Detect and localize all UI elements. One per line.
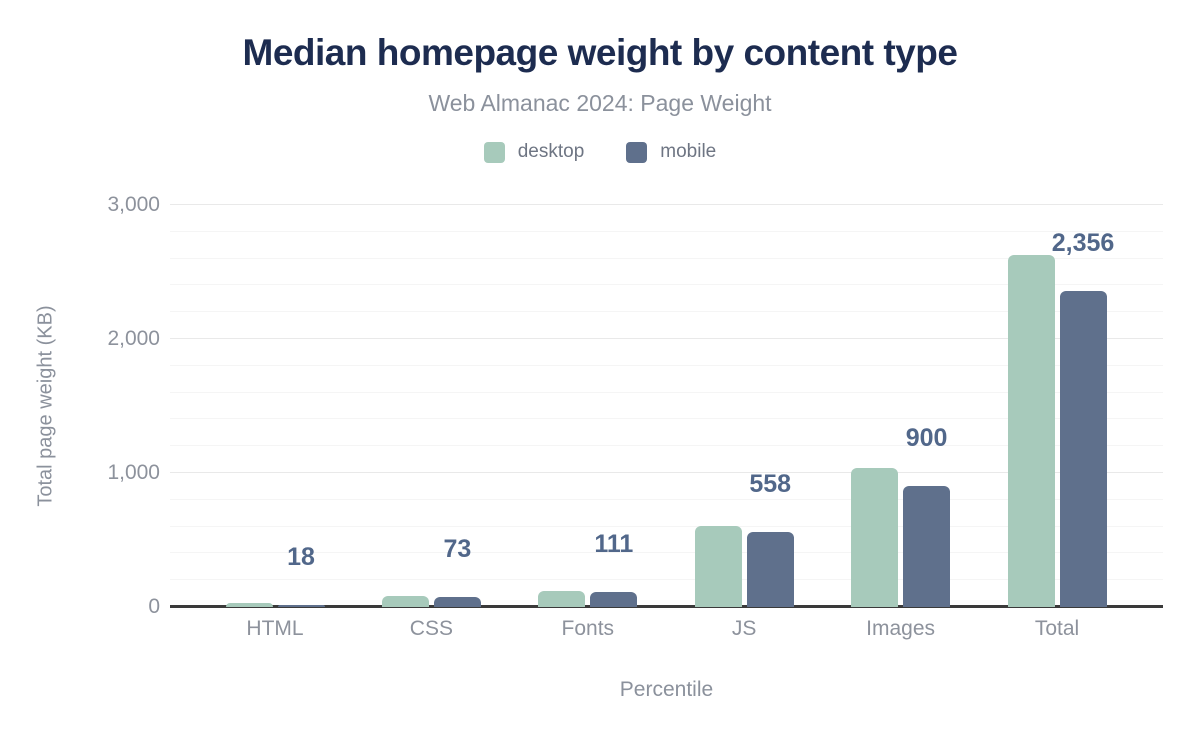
bar-desktop-total[interactable]	[1007, 255, 1055, 607]
bar-desktop-css[interactable]	[381, 596, 429, 607]
legend-swatch-desktop	[483, 141, 505, 163]
x-tick-label-js: JS	[731, 617, 757, 640]
legend-item-desktop[interactable]: desktop	[483, 141, 585, 163]
minor-gridline	[170, 257, 1163, 259]
minor-gridline	[170, 552, 1163, 554]
minor-gridline	[170, 525, 1163, 527]
bar-desktop-js[interactable]	[694, 525, 742, 607]
minor-gridline	[170, 445, 1163, 447]
bar-mobile-html[interactable]	[277, 604, 325, 607]
x-tick-label-fonts: Fonts	[561, 617, 615, 640]
y-axis: 0 1,000 2,000 3,000	[0, 193, 160, 618]
legend: desktop mobile	[0, 141, 1200, 163]
bar-mobile-images[interactable]	[903, 486, 951, 607]
plot-area: 18 73 111 558 900 2,356	[170, 204, 1163, 608]
legend-item-mobile[interactable]: mobile	[626, 141, 716, 163]
x-axis-title: Percentile	[619, 678, 714, 701]
x-tick-label-html: HTML	[246, 617, 304, 640]
major-gridline	[170, 472, 1163, 473]
y-tick-label: 1,000	[107, 461, 160, 484]
y-tick-label: 3,000	[107, 193, 160, 216]
data-label-fonts: 111	[594, 530, 634, 559]
y-tick-label: 2,000	[107, 327, 160, 350]
x-tick-label-images: Images	[866, 617, 936, 640]
x-tick-label-total: Total	[1034, 617, 1080, 640]
major-gridline	[170, 338, 1163, 339]
minor-gridline	[170, 418, 1163, 420]
bar-desktop-images[interactable]	[851, 467, 899, 607]
data-label-html: 18	[287, 542, 315, 571]
y-tick-label: 0	[148, 595, 160, 618]
legend-label-desktop: desktop	[517, 141, 585, 162]
chart-title: Median homepage weight by content type	[242, 32, 958, 73]
bar-mobile-js[interactable]	[746, 532, 794, 607]
data-label-css: 73	[443, 535, 472, 564]
minor-gridline	[170, 311, 1163, 313]
data-label-js: 558	[749, 470, 792, 499]
bar-desktop-fonts[interactable]	[538, 590, 586, 607]
chart-subtitle: Web Almanac 2024: Page Weight	[428, 90, 772, 116]
minor-gridline	[170, 230, 1163, 232]
data-label-total: 2,356	[1051, 229, 1115, 258]
major-gridline	[170, 204, 1163, 205]
minor-gridline	[170, 284, 1163, 286]
data-label-images: 900	[905, 424, 948, 453]
legend-label-mobile: mobile	[660, 141, 717, 162]
x-axis: HTML CSS Fonts JS Images Total	[170, 617, 1163, 643]
x-axis-line	[170, 605, 1163, 608]
legend-swatch-mobile	[626, 141, 648, 163]
bar-mobile-fonts[interactable]	[590, 592, 638, 607]
x-tick-label-css: CSS	[409, 617, 453, 640]
minor-gridline	[170, 391, 1163, 393]
minor-gridline	[170, 364, 1163, 366]
bar-mobile-css[interactable]	[433, 597, 481, 607]
bar-mobile-total[interactable]	[1059, 291, 1107, 607]
minor-gridline	[170, 498, 1163, 500]
bar-desktop-html[interactable]	[225, 603, 273, 607]
minor-gridline	[170, 579, 1163, 581]
